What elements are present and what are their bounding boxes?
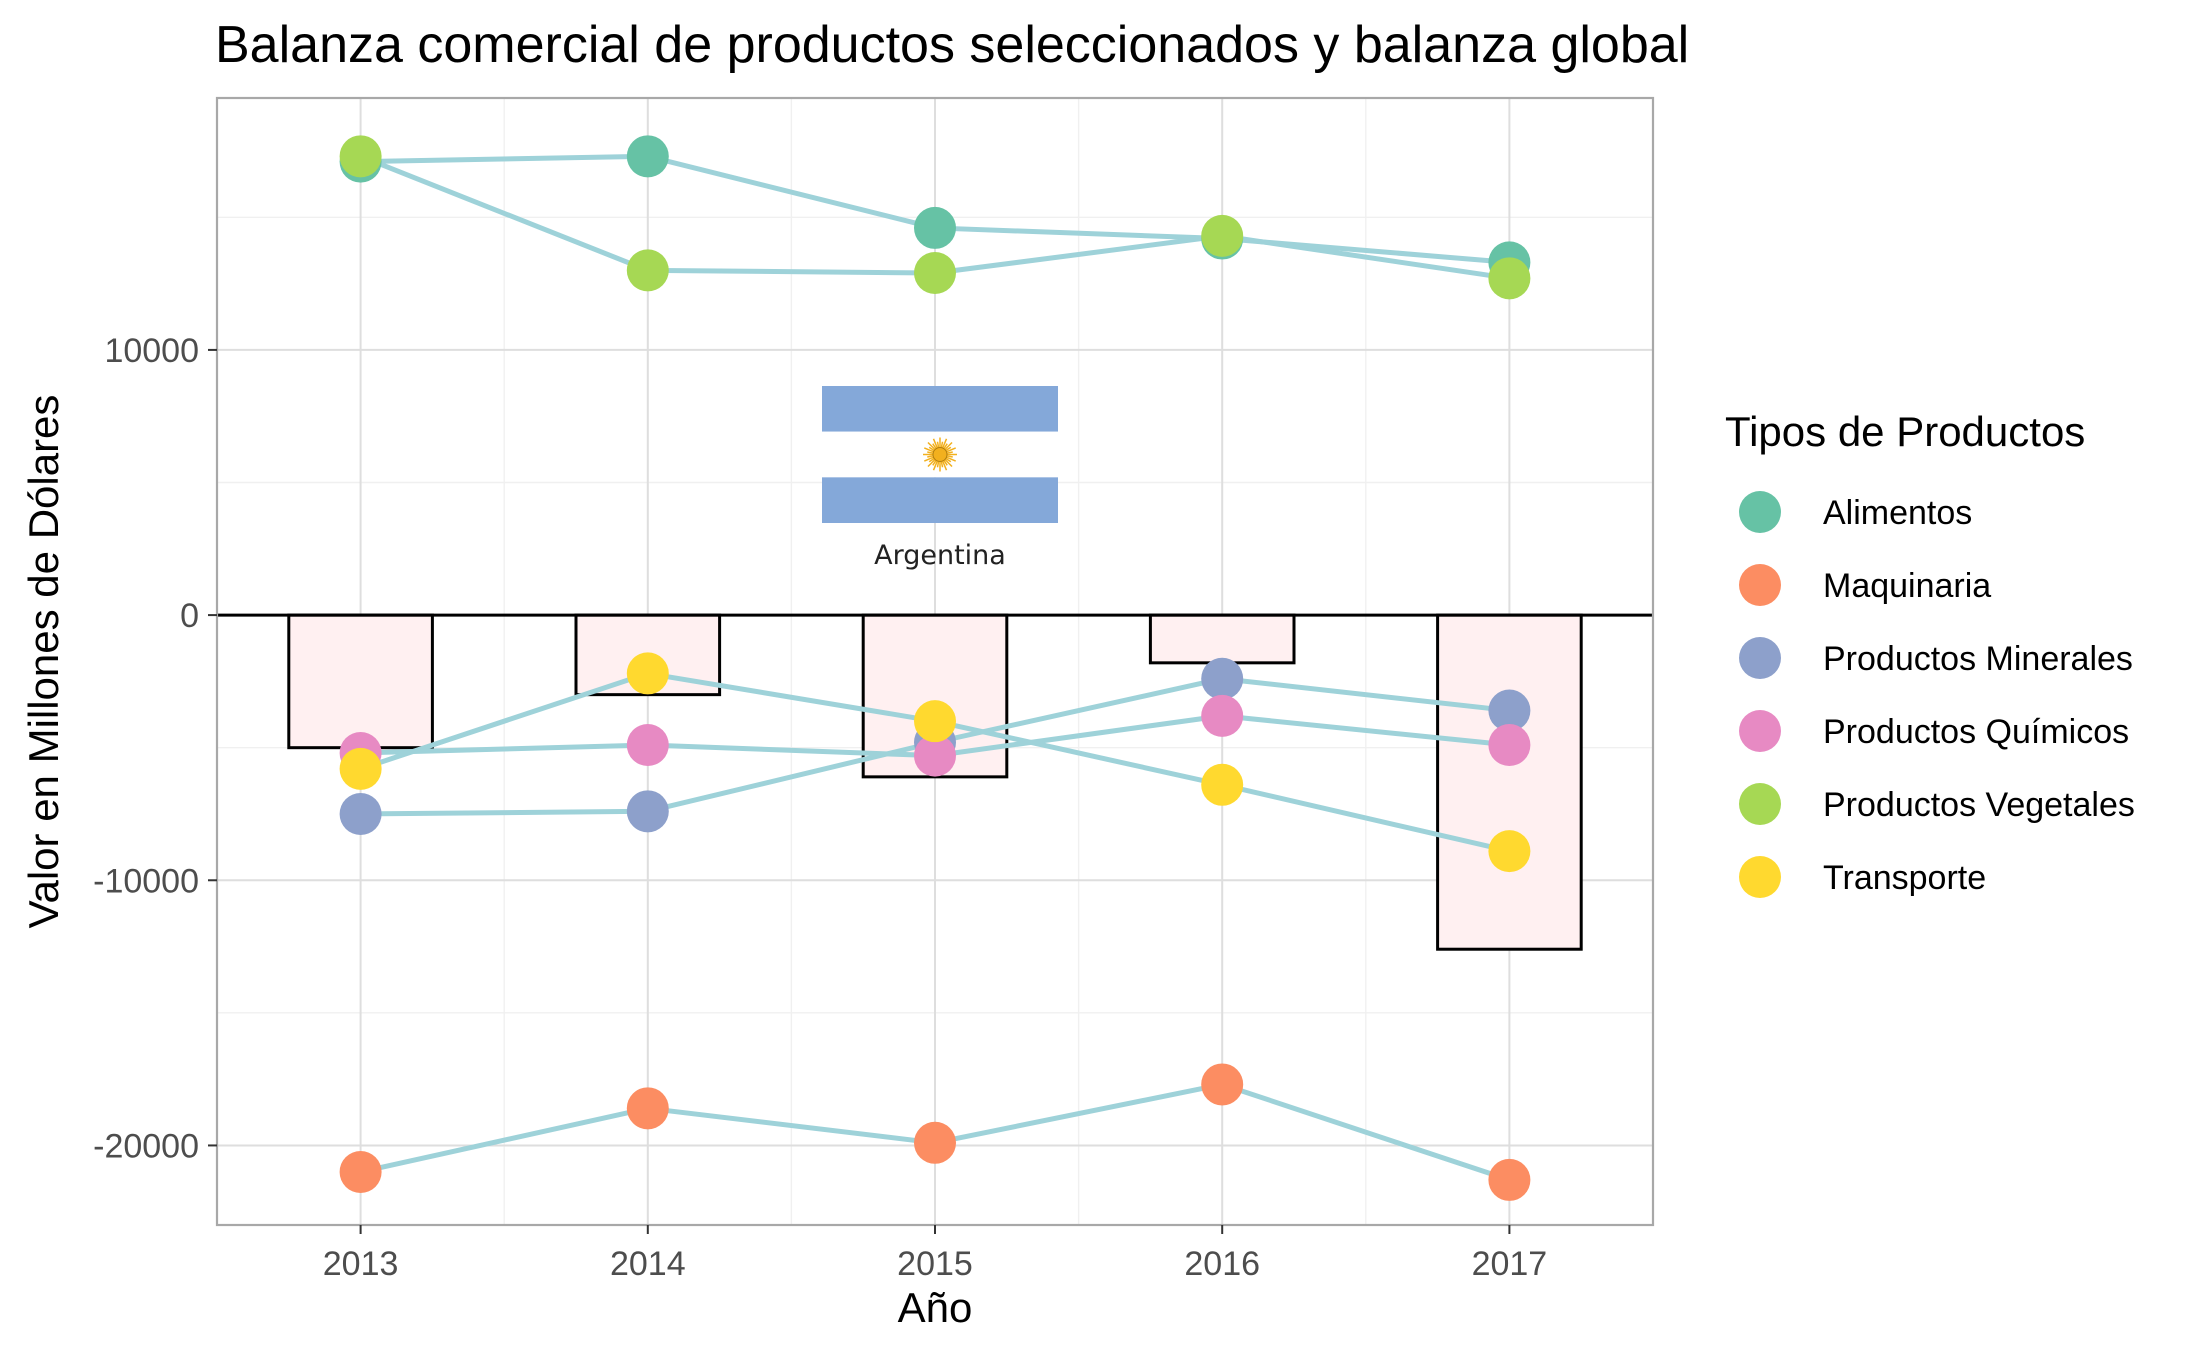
series-point bbox=[914, 206, 956, 249]
series-point bbox=[1201, 214, 1244, 257]
legend-label: Maquinaria bbox=[1823, 567, 1991, 605]
legend-item: Alimentos bbox=[1739, 491, 1972, 533]
series-point bbox=[1201, 1063, 1244, 1106]
series-point bbox=[1201, 763, 1244, 806]
legend-swatch bbox=[1739, 710, 1781, 752]
legend-swatch bbox=[1739, 564, 1781, 606]
legend-swatch bbox=[1739, 637, 1781, 679]
x-tick-label: 2017 bbox=[1472, 1245, 1548, 1283]
legend: Tipos de Productos Alimentos Maquinaria Pr… bbox=[1725, 408, 2135, 898]
series-point bbox=[1201, 694, 1244, 737]
legend-item: Maquinaria bbox=[1739, 564, 1991, 606]
legend-label: Alimentos bbox=[1823, 494, 1972, 532]
series-point bbox=[339, 747, 382, 790]
legend-label: Productos Minerales bbox=[1823, 640, 2133, 678]
x-tick-label: 2016 bbox=[1184, 1245, 1260, 1283]
series-points bbox=[339, 135, 1531, 1201]
legend-item: Productos Químicos bbox=[1739, 710, 2129, 752]
y-tick-label: 0 bbox=[180, 597, 199, 635]
legend-label: Productos Químicos bbox=[1823, 713, 2129, 751]
legend-swatch bbox=[1739, 491, 1781, 533]
y-tick-label: -10000 bbox=[93, 862, 199, 900]
series-point bbox=[914, 1121, 956, 1164]
y-axis-ticks: -20000 -10000 0 10000 bbox=[93, 332, 217, 1165]
series-point bbox=[626, 724, 669, 767]
flag-caption: Argentina bbox=[874, 540, 1006, 571]
x-tick-label: 2015 bbox=[897, 1245, 973, 1283]
x-tick-label: 2014 bbox=[610, 1245, 686, 1283]
series-point bbox=[1488, 689, 1531, 732]
y-axis-title: Valor en Millones de Dólares bbox=[20, 395, 67, 929]
series-point bbox=[914, 734, 956, 777]
x-axis-ticks: 2013 2014 2015 2016 2017 bbox=[323, 1225, 1547, 1283]
series-point bbox=[1488, 830, 1531, 873]
x-tick-label: 2013 bbox=[323, 1245, 399, 1283]
x-axis-title: Año bbox=[898, 1284, 973, 1331]
series-point bbox=[626, 249, 669, 292]
legend-swatch bbox=[1739, 783, 1781, 825]
series-point bbox=[1488, 724, 1531, 767]
argentina-flag: Argentina bbox=[822, 386, 1058, 571]
flag-top-stripe bbox=[822, 386, 1058, 432]
sun-of-may-icon bbox=[923, 437, 957, 472]
legend-title: Tipos de Productos bbox=[1725, 408, 2085, 455]
y-tick-label: 10000 bbox=[104, 332, 199, 370]
legend-label: Productos Vegetales bbox=[1823, 786, 2135, 824]
chart-title: Balanza comercial de productos seleccion… bbox=[215, 16, 1689, 74]
series-point bbox=[339, 135, 382, 178]
global-balance-bar bbox=[1436, 613, 1583, 951]
series-point bbox=[914, 700, 956, 743]
series-point bbox=[339, 1150, 382, 1193]
global-balance-bar bbox=[1148, 613, 1296, 665]
series-point bbox=[1201, 657, 1244, 700]
y-tick-label: -20000 bbox=[93, 1127, 199, 1165]
series-point bbox=[626, 652, 669, 695]
flag-bottom-stripe bbox=[822, 477, 1058, 523]
series-point bbox=[626, 1087, 669, 1130]
series-point bbox=[1488, 257, 1531, 300]
series-point bbox=[626, 790, 669, 833]
series-point bbox=[626, 135, 669, 178]
legend-item: Transporte bbox=[1739, 856, 1986, 898]
legend-label: Transporte bbox=[1823, 859, 1986, 897]
legend-swatch bbox=[1739, 856, 1781, 898]
series-point bbox=[914, 252, 956, 295]
series-point bbox=[339, 792, 382, 835]
series-point bbox=[1488, 1158, 1531, 1201]
legend-item: Productos Vegetales bbox=[1739, 783, 2135, 825]
global-balance-bar bbox=[287, 613, 434, 750]
legend-item: Productos Minerales bbox=[1739, 637, 2133, 679]
